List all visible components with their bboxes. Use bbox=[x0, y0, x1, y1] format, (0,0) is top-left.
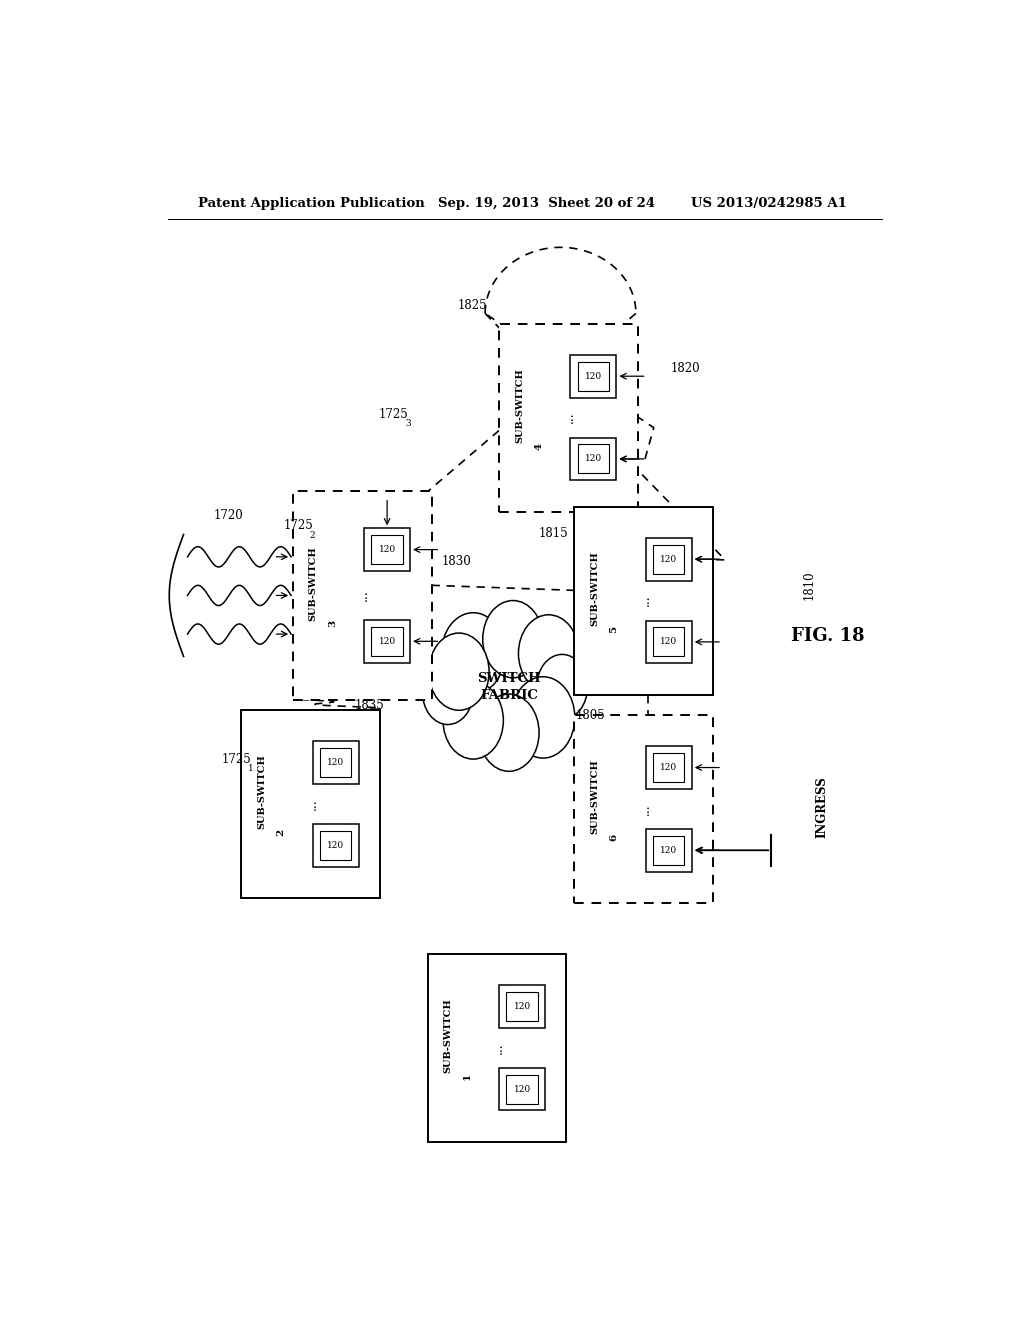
Text: 1725: 1725 bbox=[379, 408, 409, 421]
Text: 1810: 1810 bbox=[803, 570, 815, 601]
Bar bbox=[312, 824, 358, 866]
Text: 120: 120 bbox=[660, 554, 678, 564]
Bar bbox=[372, 535, 402, 564]
Text: 1725: 1725 bbox=[221, 754, 252, 766]
Text: 120: 120 bbox=[585, 454, 602, 463]
Text: 1725: 1725 bbox=[284, 519, 313, 532]
Circle shape bbox=[429, 634, 489, 710]
Text: 1805: 1805 bbox=[575, 709, 605, 722]
Circle shape bbox=[441, 612, 505, 694]
Bar bbox=[372, 627, 402, 656]
Text: ...: ... bbox=[639, 595, 651, 606]
Bar bbox=[499, 323, 638, 512]
Bar bbox=[646, 829, 692, 871]
Text: SUB-SWITCH: SUB-SWITCH bbox=[591, 759, 599, 834]
Bar bbox=[653, 836, 684, 865]
Text: FIG. 18: FIG. 18 bbox=[792, 627, 865, 645]
Bar bbox=[574, 507, 714, 694]
Text: 120: 120 bbox=[660, 638, 678, 647]
Text: SUB-SWITCH: SUB-SWITCH bbox=[257, 754, 266, 829]
Bar bbox=[646, 620, 692, 663]
Text: Sep. 19, 2013  Sheet 20 of 24: Sep. 19, 2013 Sheet 20 of 24 bbox=[437, 197, 654, 210]
Bar bbox=[319, 748, 351, 777]
Bar bbox=[653, 545, 684, 574]
Text: 120: 120 bbox=[327, 841, 344, 850]
Bar bbox=[507, 991, 538, 1020]
Text: ...: ... bbox=[492, 1041, 505, 1053]
Text: 5: 5 bbox=[609, 626, 618, 632]
Text: 1825: 1825 bbox=[458, 298, 487, 312]
Text: 120: 120 bbox=[660, 846, 678, 855]
Bar bbox=[428, 954, 566, 1142]
Text: ...: ... bbox=[357, 590, 370, 602]
Bar bbox=[646, 746, 692, 789]
Text: SWITCH
FABRIC: SWITCH FABRIC bbox=[477, 672, 541, 702]
Bar bbox=[578, 362, 609, 391]
Text: Patent Application Publication: Patent Application Publication bbox=[198, 197, 425, 210]
Text: ...: ... bbox=[563, 412, 577, 424]
Circle shape bbox=[518, 615, 579, 692]
Text: 3: 3 bbox=[404, 418, 411, 428]
Bar bbox=[499, 1068, 545, 1110]
Text: 120: 120 bbox=[327, 758, 344, 767]
Bar bbox=[241, 710, 380, 898]
Text: 3: 3 bbox=[328, 620, 337, 627]
Bar bbox=[570, 355, 616, 397]
Text: 1835: 1835 bbox=[355, 700, 385, 713]
Circle shape bbox=[537, 655, 588, 719]
Bar bbox=[653, 627, 684, 656]
Text: SUB-SWITCH: SUB-SWITCH bbox=[309, 546, 317, 620]
Text: 120: 120 bbox=[379, 545, 395, 554]
Text: 1: 1 bbox=[463, 1073, 472, 1080]
Text: 6: 6 bbox=[609, 834, 618, 841]
Text: ...: ... bbox=[639, 803, 651, 814]
Text: ...: ... bbox=[305, 799, 318, 809]
Text: 1820: 1820 bbox=[671, 362, 700, 375]
Text: 120: 120 bbox=[513, 1085, 530, 1093]
Text: 120: 120 bbox=[585, 372, 602, 380]
Bar bbox=[312, 741, 358, 784]
Text: 1830: 1830 bbox=[441, 554, 471, 568]
Text: 4: 4 bbox=[535, 442, 543, 450]
Text: SUB-SWITCH: SUB-SWITCH bbox=[443, 998, 453, 1073]
Text: 1: 1 bbox=[248, 764, 254, 774]
Text: US 2013/0242985 A1: US 2013/0242985 A1 bbox=[691, 197, 847, 210]
Bar bbox=[646, 537, 692, 581]
Bar bbox=[574, 715, 714, 903]
Circle shape bbox=[511, 677, 574, 758]
Circle shape bbox=[423, 660, 473, 725]
Bar bbox=[578, 445, 609, 474]
Bar bbox=[653, 752, 684, 781]
Bar bbox=[319, 830, 351, 859]
Bar bbox=[499, 985, 545, 1028]
Bar bbox=[570, 438, 616, 480]
Text: 2: 2 bbox=[309, 531, 315, 540]
Text: 120: 120 bbox=[513, 1002, 530, 1011]
Circle shape bbox=[479, 694, 539, 771]
Text: 1720: 1720 bbox=[214, 510, 244, 523]
Circle shape bbox=[443, 682, 504, 759]
Text: 2: 2 bbox=[276, 829, 286, 836]
Text: 120: 120 bbox=[379, 636, 395, 645]
Bar bbox=[365, 528, 411, 572]
Text: 120: 120 bbox=[660, 763, 678, 772]
Circle shape bbox=[482, 601, 543, 677]
Text: SUB-SWITCH: SUB-SWITCH bbox=[591, 550, 599, 626]
Text: 1815: 1815 bbox=[539, 527, 568, 540]
Bar bbox=[365, 620, 411, 663]
Text: SUB-SWITCH: SUB-SWITCH bbox=[515, 368, 524, 442]
Bar bbox=[507, 1074, 538, 1104]
Bar bbox=[293, 491, 431, 700]
Text: INGRESS: INGRESS bbox=[815, 776, 828, 838]
